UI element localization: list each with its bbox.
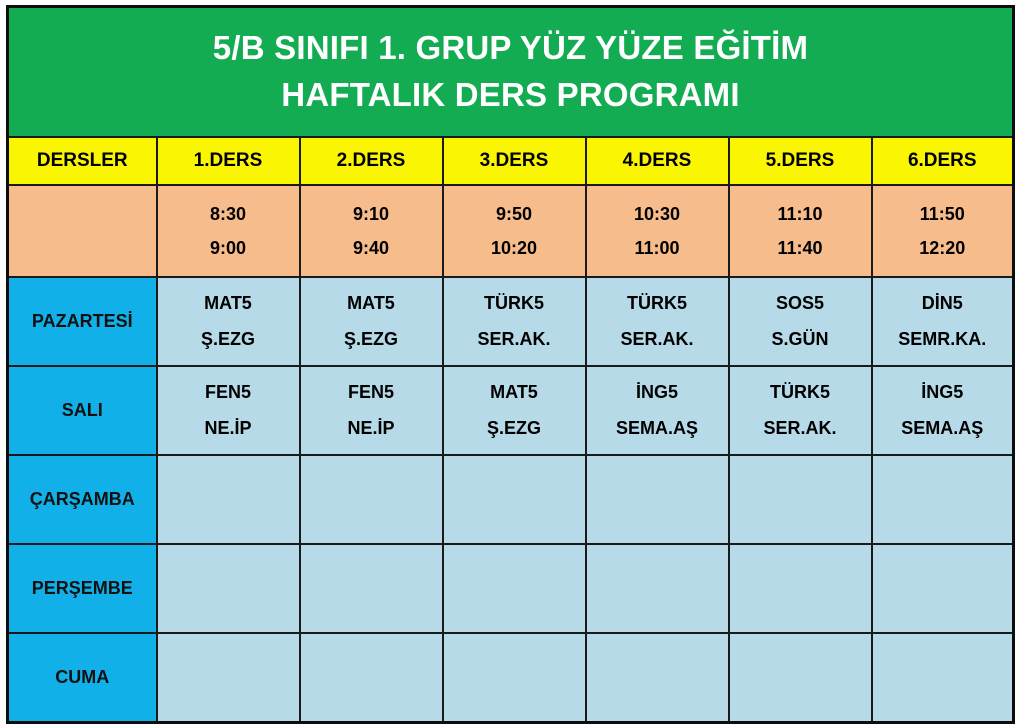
cell-carsamba-5[interactable] bbox=[727, 454, 873, 545]
cell-sali-6[interactable]: İNG5 SEMA.AŞ bbox=[870, 365, 1015, 456]
time-slot-2-end: 9:40 bbox=[352, 238, 390, 258]
lesson-code: TÜRK5 bbox=[769, 382, 830, 403]
lesson-teacher: NE.İP bbox=[347, 417, 395, 438]
day-label-persembe: PERŞEMBE bbox=[6, 543, 158, 634]
time-slot-5-end: 11:40 bbox=[777, 238, 823, 258]
lesson-code: İNG5 bbox=[635, 382, 678, 403]
time-slot-6-start: 11:50 bbox=[919, 203, 965, 224]
table-row: CUMA bbox=[6, 632, 1015, 723]
time-slot-1-end: 9:00 bbox=[209, 238, 247, 258]
lesson-code: İNG5 bbox=[921, 382, 964, 403]
day-label-carsamba: ÇARŞAMBA bbox=[6, 454, 158, 545]
lesson-teacher: NE.İP bbox=[204, 417, 252, 438]
cell-carsamba-3[interactable] bbox=[441, 454, 587, 545]
table-row: PERŞEMBE bbox=[6, 543, 1015, 634]
lesson-teacher: SEMA.AŞ bbox=[901, 417, 984, 438]
header-lesson-3: 3.DERS bbox=[441, 136, 587, 186]
time-slot-4-end: 11:00 bbox=[634, 238, 680, 258]
header-lesson-4: 4.DERS bbox=[584, 136, 730, 186]
cell-cuma-2[interactable] bbox=[298, 632, 444, 723]
cell-cuma-6[interactable] bbox=[870, 632, 1015, 723]
cell-carsamba-1[interactable] bbox=[155, 454, 301, 545]
lesson-teacher: Ş.EZG bbox=[486, 417, 541, 438]
header-lesson-6: 6.DERS bbox=[870, 136, 1015, 186]
cell-pazartesi-6[interactable]: DİN5 SEMR.KA. bbox=[870, 276, 1015, 367]
lesson-code: TÜRK5 bbox=[626, 293, 687, 314]
cell-carsamba-6[interactable] bbox=[870, 454, 1015, 545]
cell-persembe-1[interactable] bbox=[155, 543, 301, 634]
lesson-teacher: S.GÜN bbox=[771, 328, 829, 349]
title-row: 5/B SINIFI 1. GRUP YÜZ YÜZE EĞİTİM HAFTA… bbox=[6, 5, 1015, 138]
header-lesson-2: 2.DERS bbox=[298, 136, 444, 186]
page-title: 5/B SINIFI 1. GRUP YÜZ YÜZE EĞİTİM HAFTA… bbox=[6, 5, 1015, 138]
lesson-teacher: SER.AK. bbox=[620, 328, 694, 349]
lesson-teacher: SER.AK. bbox=[763, 417, 837, 438]
cell-sali-2[interactable]: FEN5 NE.İP bbox=[298, 365, 444, 456]
cell-sali-1[interactable]: FEN5 NE.İP bbox=[155, 365, 301, 456]
time-row: 8:30 9:00 9:10 9:40 9:50 10:20 10:30 11:… bbox=[6, 184, 1015, 278]
table-row: PAZARTESİ MAT5 Ş.EZG MAT5 Ş.EZG TÜRK5 SE… bbox=[6, 276, 1015, 367]
lesson-code: FEN5 bbox=[204, 382, 251, 403]
time-slot-3-start: 9:50 bbox=[495, 203, 533, 224]
cell-cuma-4[interactable] bbox=[584, 632, 730, 723]
cell-sali-3[interactable]: MAT5 Ş.EZG bbox=[441, 365, 587, 456]
day-label-cuma: CUMA bbox=[6, 632, 158, 723]
day-label-sali: SALI bbox=[6, 365, 158, 456]
lesson-code: TÜRK5 bbox=[483, 293, 544, 314]
day-label-pazartesi: PAZARTESİ bbox=[6, 276, 158, 367]
cell-persembe-3[interactable] bbox=[441, 543, 587, 634]
cell-pazartesi-4[interactable]: TÜRK5 SER.AK. bbox=[584, 276, 730, 367]
title-line-1: 5/B SINIFI 1. GRUP YÜZ YÜZE EĞİTİM bbox=[212, 29, 809, 67]
time-slot-3: 9:50 10:20 bbox=[441, 184, 587, 278]
time-slot-5-start: 11:10 bbox=[777, 203, 823, 224]
time-slot-1: 8:30 9:00 bbox=[155, 184, 301, 278]
cell-pazartesi-2[interactable]: MAT5 Ş.EZG bbox=[298, 276, 444, 367]
lesson-code: MAT5 bbox=[204, 293, 252, 314]
title-line-2: HAFTALIK DERS PROGRAMI bbox=[281, 76, 740, 113]
cell-cuma-1[interactable] bbox=[155, 632, 301, 723]
cell-pazartesi-1[interactable]: MAT5 Ş.EZG bbox=[155, 276, 301, 367]
lesson-teacher: Ş.EZG bbox=[200, 328, 255, 349]
lesson-teacher: Ş.EZG bbox=[343, 328, 398, 349]
time-slot-4-start: 10:30 bbox=[633, 203, 681, 224]
lesson-code: FEN5 bbox=[347, 382, 394, 403]
cell-carsamba-2[interactable] bbox=[298, 454, 444, 545]
time-slot-1-start: 8:30 bbox=[209, 203, 247, 224]
lesson-teacher: SER.AK. bbox=[477, 328, 551, 349]
header-lesson-1: 1.DERS bbox=[155, 136, 301, 186]
cell-persembe-5[interactable] bbox=[727, 543, 873, 634]
cell-persembe-6[interactable] bbox=[870, 543, 1015, 634]
cell-sali-4[interactable]: İNG5 SEMA.AŞ bbox=[584, 365, 730, 456]
cell-persembe-4[interactable] bbox=[584, 543, 730, 634]
time-slot-5: 11:10 11:40 bbox=[727, 184, 873, 278]
cell-cuma-3[interactable] bbox=[441, 632, 587, 723]
time-slot-6-end: 12:20 bbox=[919, 238, 966, 258]
lesson-code: DİN5 bbox=[921, 293, 963, 314]
cell-persembe-2[interactable] bbox=[298, 543, 444, 634]
time-slot-2: 9:10 9:40 bbox=[298, 184, 444, 278]
lesson-code: MAT5 bbox=[490, 382, 538, 403]
lesson-code: SOS5 bbox=[775, 293, 825, 314]
table-row: SALI FEN5 NE.İP FEN5 NE.İP MAT5 Ş.EZG İN… bbox=[6, 365, 1015, 456]
weekly-schedule-table: 5/B SINIFI 1. GRUP YÜZ YÜZE EĞİTİM HAFTA… bbox=[6, 5, 1016, 724]
cell-cuma-5[interactable] bbox=[727, 632, 873, 723]
lesson-teacher: SEMR.KA. bbox=[898, 328, 987, 349]
cell-carsamba-4[interactable] bbox=[584, 454, 730, 545]
time-slot-3-end: 10:20 bbox=[490, 238, 538, 258]
header-lesson-5: 5.DERS bbox=[727, 136, 873, 186]
header-dersler: DERSLER bbox=[6, 136, 158, 186]
lesson-code: MAT5 bbox=[347, 293, 395, 314]
time-slot-4: 10:30 11:00 bbox=[584, 184, 730, 278]
cell-pazartesi-5[interactable]: SOS5 S.GÜN bbox=[727, 276, 873, 367]
schedule-sheet: 5/B SINIFI 1. GRUP YÜZ YÜZE EĞİTİM HAFTA… bbox=[6, 5, 1016, 724]
cell-sali-5[interactable]: TÜRK5 SER.AK. bbox=[727, 365, 873, 456]
table-row: ÇARŞAMBA bbox=[6, 454, 1015, 545]
column-header-row: DERSLER 1.DERS 2.DERS 3.DERS 4.DERS 5.DE… bbox=[6, 136, 1015, 186]
cell-pazartesi-3[interactable]: TÜRK5 SER.AK. bbox=[441, 276, 587, 367]
time-slot-6: 11:50 12:20 bbox=[870, 184, 1015, 278]
time-row-first-col bbox=[6, 184, 158, 278]
time-slot-2-start: 9:10 bbox=[352, 203, 390, 224]
lesson-teacher: SEMA.AŞ bbox=[615, 417, 698, 438]
